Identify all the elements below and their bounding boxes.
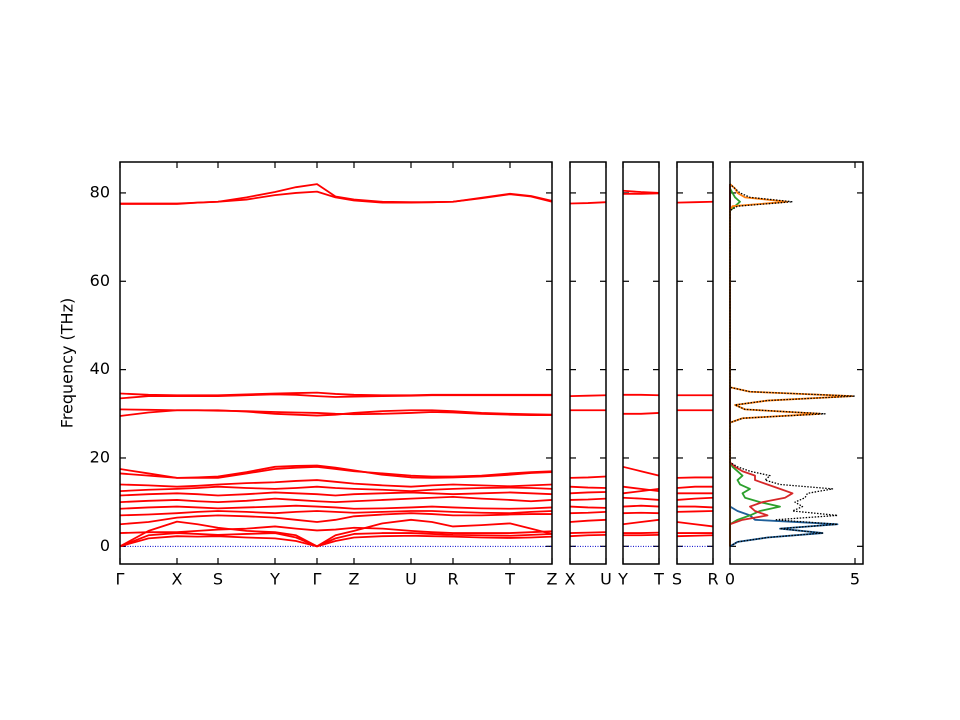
band bbox=[569, 475, 607, 479]
y-tick-label: 80 bbox=[90, 182, 110, 201]
band bbox=[569, 491, 607, 495]
x-tick-label: T bbox=[653, 570, 664, 589]
x-tick-label: X bbox=[172, 570, 183, 589]
band bbox=[569, 505, 607, 509]
x-tick-label: Z bbox=[547, 570, 558, 589]
dos-curve bbox=[729, 183, 856, 547]
band bbox=[676, 534, 714, 538]
x-tick-label: S bbox=[213, 570, 223, 589]
band bbox=[676, 510, 714, 513]
x-tick-label: Γ bbox=[313, 570, 322, 589]
band bbox=[119, 495, 553, 504]
band bbox=[622, 504, 660, 508]
x-tick-label: Z bbox=[349, 570, 360, 589]
y-axis-label: Frequency (THz) bbox=[58, 298, 77, 428]
band bbox=[622, 496, 660, 501]
band bbox=[569, 533, 607, 538]
band bbox=[676, 496, 714, 501]
band bbox=[569, 201, 607, 205]
panel-frame bbox=[676, 161, 714, 565]
dos-curve bbox=[729, 184, 781, 547]
band bbox=[622, 465, 660, 477]
band bbox=[569, 510, 607, 515]
band bbox=[120, 183, 553, 205]
band bbox=[569, 394, 607, 398]
x-tick-label: R bbox=[447, 570, 458, 589]
x-tick-label: Γ bbox=[116, 570, 125, 589]
x-tick-label: Y bbox=[269, 570, 280, 589]
band bbox=[119, 464, 553, 479]
band bbox=[569, 518, 607, 523]
x-tick-label: U bbox=[405, 570, 417, 589]
band bbox=[569, 485, 607, 489]
dos-curve bbox=[729, 184, 794, 547]
band bbox=[676, 521, 714, 528]
band bbox=[676, 485, 713, 489]
band bbox=[677, 505, 714, 509]
x-tick-label: X bbox=[565, 570, 576, 589]
band bbox=[119, 504, 553, 510]
y-tick-label: 60 bbox=[90, 271, 110, 290]
band bbox=[119, 512, 552, 526]
band bbox=[119, 391, 552, 397]
y-tick-label: 0 bbox=[100, 536, 110, 555]
x-tick-label: 5 bbox=[850, 570, 860, 589]
band bbox=[119, 491, 553, 497]
x-tick-label: R bbox=[707, 570, 718, 589]
panel-frame bbox=[119, 161, 553, 565]
x-tick-label: Y bbox=[617, 570, 628, 589]
band bbox=[119, 518, 553, 548]
band bbox=[119, 479, 553, 488]
x-tick-label: T bbox=[504, 570, 515, 589]
band bbox=[623, 412, 660, 415]
y-tick-label: 20 bbox=[90, 447, 110, 466]
panel-frame bbox=[729, 161, 864, 565]
x-tick-label: S bbox=[672, 570, 682, 589]
band bbox=[119, 532, 553, 548]
band bbox=[569, 497, 607, 501]
band bbox=[119, 485, 553, 493]
band bbox=[119, 510, 553, 517]
panel-frame bbox=[622, 161, 660, 565]
x-tick-label: 0 bbox=[725, 570, 735, 589]
y-tick-label: 40 bbox=[90, 359, 110, 378]
band bbox=[119, 525, 553, 534]
panel-frame bbox=[569, 161, 607, 565]
band bbox=[676, 200, 714, 204]
band bbox=[622, 485, 660, 493]
band bbox=[569, 531, 607, 534]
x-tick-label: U bbox=[600, 570, 612, 589]
band bbox=[119, 408, 552, 417]
band bbox=[119, 534, 553, 548]
band bbox=[622, 518, 660, 526]
